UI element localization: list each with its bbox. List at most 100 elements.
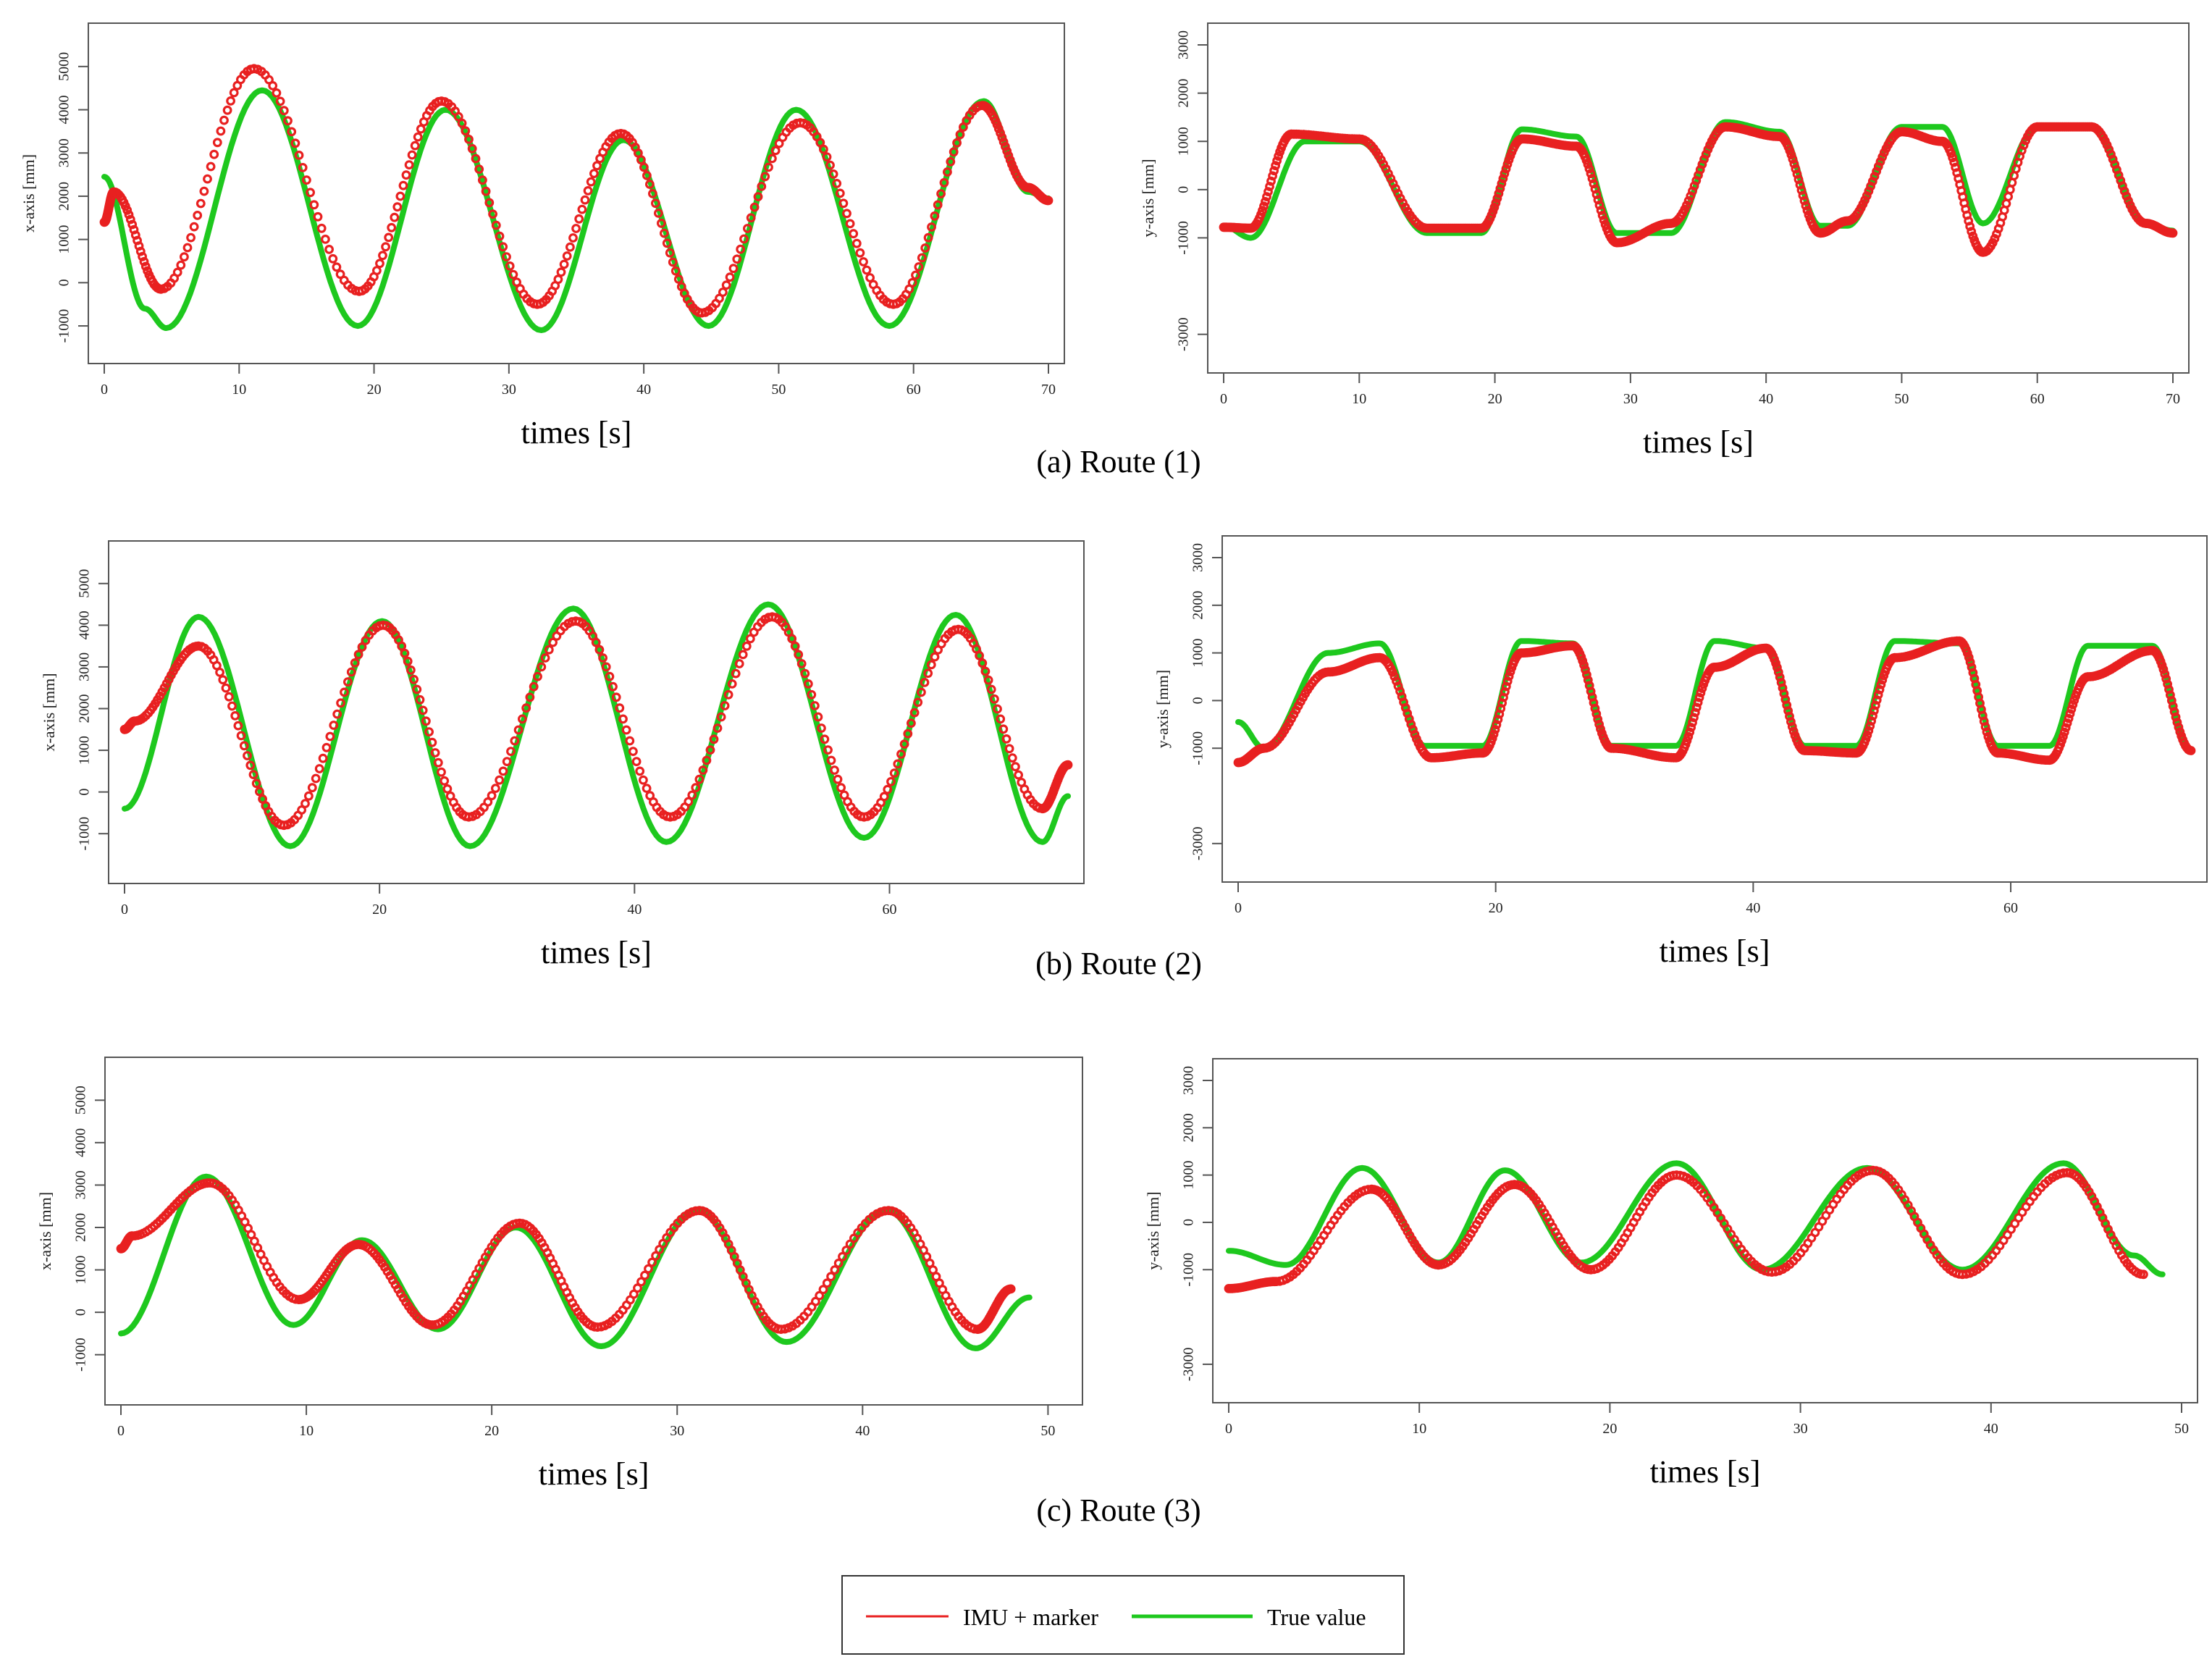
imu-marker-point <box>601 662 611 672</box>
y-tick-label: -3000 <box>1190 827 1206 861</box>
caption-route-2: (b) Route (2) <box>1035 946 1202 981</box>
imu-marker-point <box>556 267 566 277</box>
imu-marker-point <box>329 721 339 730</box>
imu-marker-point <box>2064 713 2074 723</box>
imu-marker-point <box>1589 179 1599 189</box>
imu-marker-point <box>1869 706 1879 715</box>
imu-marker-point <box>1594 200 1605 210</box>
y-tick-label: 5000 <box>77 569 93 598</box>
imu-marker-point <box>1865 721 1875 731</box>
y-tick-label: 1000 <box>1181 1161 1197 1190</box>
imu-marker-point <box>1002 146 1012 156</box>
imu-marker-point <box>1000 141 1010 151</box>
y-axis-label: x-axis [mm] <box>20 154 38 232</box>
x-axis-label: times [s] <box>521 415 632 450</box>
x-tick-label: 40 <box>1746 900 1760 916</box>
imu-marker-point <box>1594 719 1605 729</box>
imu-marker-point <box>571 224 581 233</box>
imu-marker-point <box>1967 227 1977 237</box>
chart-panel-1: 0 10 20 30 40 50 60 70 -1000 0 1000 2000 3000 4000 500… <box>20 22 1065 450</box>
imu-marker-point <box>608 681 618 692</box>
imu-marker-point <box>820 734 830 744</box>
imu-marker-point <box>279 106 289 116</box>
imu-marker-point <box>642 170 652 180</box>
series-imu-marker <box>1224 1165 2148 1293</box>
imu-marker-point <box>505 261 515 271</box>
imu-marker-point <box>1868 711 1877 721</box>
imu-marker-point <box>1862 190 1872 201</box>
imu-marker-point <box>1873 690 1883 700</box>
imu-marker-point <box>851 238 862 248</box>
imu-marker-point <box>413 132 423 142</box>
imu-marker-point <box>796 659 807 668</box>
imu-marker-point <box>221 683 231 693</box>
imu-marker-point <box>899 739 909 749</box>
imu-marker-point <box>1683 731 1694 742</box>
imu-marker-point <box>589 169 599 179</box>
imu-marker-point <box>407 150 417 160</box>
y-tick-label: 0 <box>1181 1219 1197 1226</box>
imu-marker-point <box>1004 151 1014 161</box>
imu-marker-point <box>835 188 845 198</box>
y-tick-label: 1000 <box>1190 639 1206 668</box>
imu-marker-point <box>906 718 916 728</box>
imu-marker-point <box>502 757 512 766</box>
imu-marker-point <box>993 704 1002 714</box>
y-tick-label: 1000 <box>1176 127 1192 156</box>
imu-marker-point <box>212 138 222 148</box>
imu-marker-point <box>1796 185 1807 196</box>
imu-marker-point <box>498 242 508 252</box>
imu-marker-point <box>226 96 236 106</box>
imu-marker-point <box>1501 164 1511 174</box>
imu-marker-point <box>418 705 428 715</box>
imu-marker-point <box>862 265 872 275</box>
imu-marker-point <box>239 741 249 751</box>
imu-marker-point <box>179 252 189 262</box>
imu-marker-point <box>268 80 278 91</box>
legend-imu-label: IMU + marker <box>963 1604 1098 1630</box>
imu-marker-point <box>464 134 474 144</box>
imu-marker-point <box>306 188 316 198</box>
x-tick-label: 0 <box>117 1423 125 1439</box>
imu-marker-point <box>1493 715 1503 724</box>
imu-marker-point <box>930 652 940 662</box>
caption-route-1: (a) Route (1) <box>1036 444 1200 479</box>
imu-marker-point <box>662 238 672 248</box>
imu-marker-point <box>313 211 323 222</box>
x-tick-label: 0 <box>1225 1421 1232 1437</box>
imu-marker-point <box>498 766 508 776</box>
imu-marker-point <box>809 701 820 710</box>
imu-marker-point <box>249 64 259 74</box>
imu-marker-point <box>909 708 920 718</box>
imu-marker-point <box>1266 176 1276 186</box>
imu-marker-point <box>1272 156 1282 166</box>
imu-marker-point <box>753 192 763 202</box>
imu-marker-point <box>893 759 903 769</box>
imu-marker-point <box>372 266 382 276</box>
imu-marker-point <box>993 124 1004 134</box>
imu-marker-point <box>553 274 563 285</box>
imu-marker-point <box>176 260 186 270</box>
series-imu-marker <box>99 64 1054 318</box>
imu-marker-point <box>206 161 216 172</box>
imu-marker-point <box>401 170 411 180</box>
imu-marker-point <box>302 175 311 185</box>
imu-marker-point <box>491 220 501 230</box>
imu-marker-point <box>1965 222 1975 232</box>
imu-marker-point <box>540 653 550 663</box>
imu-marker-point <box>2061 723 2071 733</box>
imu-marker-point <box>745 634 755 644</box>
x-tick-label: 40 <box>1759 391 1773 407</box>
imu-marker-point <box>209 149 219 159</box>
imu-marker-point <box>1502 676 1513 687</box>
legend: IMU + marker True value <box>841 1575 1405 1655</box>
imu-marker-point <box>645 180 655 189</box>
series-true-value-line <box>118 1173 1033 1351</box>
imu-marker-point <box>440 776 450 786</box>
imu-marker-point <box>691 783 701 793</box>
y-tick-label: 1000 <box>56 225 72 254</box>
imu-marker-point <box>1785 711 1794 721</box>
imu-marker-point <box>409 674 419 684</box>
imu-marker-point <box>537 662 547 672</box>
imu-marker-point <box>673 274 684 284</box>
